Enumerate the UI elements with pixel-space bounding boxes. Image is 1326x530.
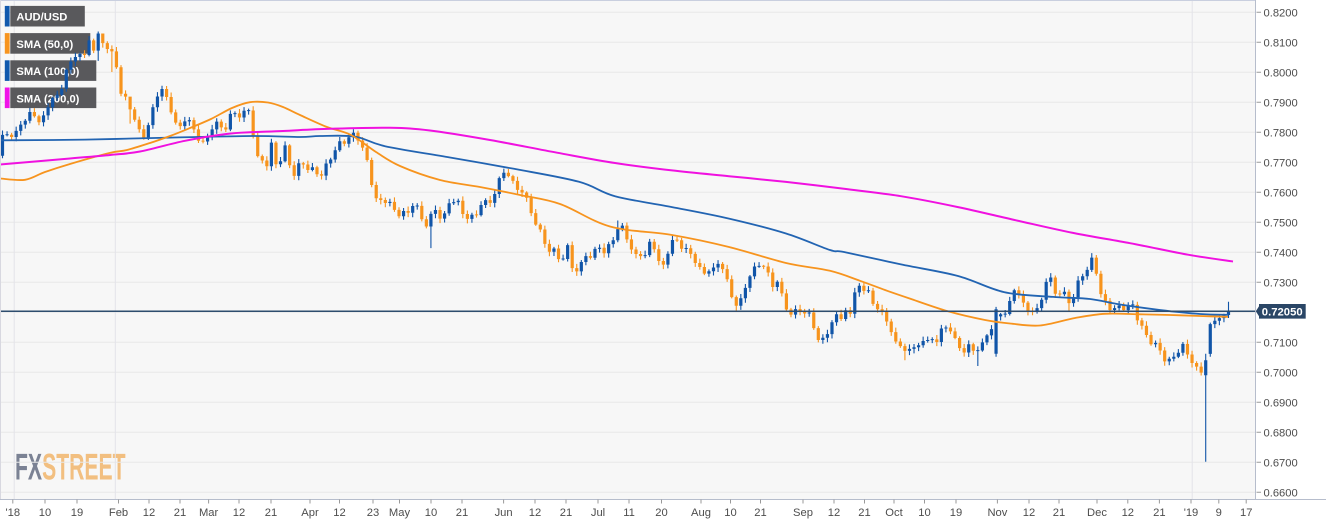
svg-text:0.7300: 0.7300 [1264,277,1298,289]
svg-text:SMA (100,0): SMA (100,0) [16,66,79,78]
svg-text:0.8100: 0.8100 [1264,37,1298,49]
svg-text:0.7800: 0.7800 [1264,127,1298,139]
svg-text:20: 20 [655,507,667,519]
svg-text:0.6700: 0.6700 [1264,457,1298,469]
svg-text:0.7600: 0.7600 [1264,187,1298,199]
svg-text:Jul: Jul [591,507,605,519]
svg-text:21: 21 [174,507,186,519]
svg-text:23: 23 [367,507,379,519]
svg-text:19: 19 [71,507,83,519]
svg-text:12: 12 [233,507,245,519]
svg-text:FXSTREET: FXSTREET [15,446,126,488]
svg-text:0.7000: 0.7000 [1264,367,1298,379]
svg-text:0.8000: 0.8000 [1264,67,1298,79]
svg-text:21: 21 [265,507,277,519]
svg-text:19: 19 [950,507,962,519]
svg-text:21: 21 [1153,507,1165,519]
svg-text:Jun: Jun [495,507,513,519]
svg-text:0.6900: 0.6900 [1264,397,1298,409]
svg-text:AUD/USD: AUD/USD [16,12,67,24]
svg-text:21: 21 [858,507,870,519]
svg-text:11: 11 [623,507,635,519]
svg-text:Nov: Nov [987,507,1007,519]
svg-text:Mar: Mar [199,507,219,519]
svg-text:0.7500: 0.7500 [1264,217,1298,229]
svg-text:21: 21 [560,507,572,519]
svg-text:10: 10 [425,507,437,519]
svg-text:10: 10 [39,507,51,519]
svg-text:'18: '18 [6,507,21,519]
svg-text:10: 10 [918,507,930,519]
svg-text:'19: '19 [1184,507,1199,519]
svg-text:17: 17 [1240,507,1252,519]
svg-text:0.72050: 0.72050 [1262,306,1303,318]
svg-text:0.7700: 0.7700 [1264,157,1298,169]
svg-text:Sep: Sep [793,507,813,519]
svg-text:0.8200: 0.8200 [1264,7,1298,19]
svg-text:SMA (200,0): SMA (200,0) [16,93,79,105]
svg-text:May: May [389,507,411,519]
svg-text:Oct: Oct [885,507,903,519]
svg-text:0.7100: 0.7100 [1264,337,1298,349]
svg-text:21: 21 [1053,507,1065,519]
svg-text:12: 12 [143,507,155,519]
svg-text:Aug: Aug [691,507,711,519]
svg-text:0.7400: 0.7400 [1264,247,1298,259]
svg-text:21: 21 [456,507,468,519]
svg-text:0.6800: 0.6800 [1264,427,1298,439]
svg-text:Feb: Feb [109,507,128,519]
svg-text:Apr: Apr [301,507,319,519]
svg-text:0.7900: 0.7900 [1264,97,1298,109]
svg-text:0.6600: 0.6600 [1264,487,1298,499]
svg-text:9: 9 [1216,507,1222,519]
svg-text:12: 12 [828,507,840,519]
svg-text:Dec: Dec [1087,507,1107,519]
svg-text:12: 12 [529,507,541,519]
svg-text:21: 21 [754,507,766,519]
svg-text:SMA (50,0): SMA (50,0) [16,39,73,51]
svg-text:12: 12 [1023,507,1035,519]
svg-text:10: 10 [724,507,736,519]
svg-text:12: 12 [333,507,345,519]
svg-text:12: 12 [1122,507,1134,519]
